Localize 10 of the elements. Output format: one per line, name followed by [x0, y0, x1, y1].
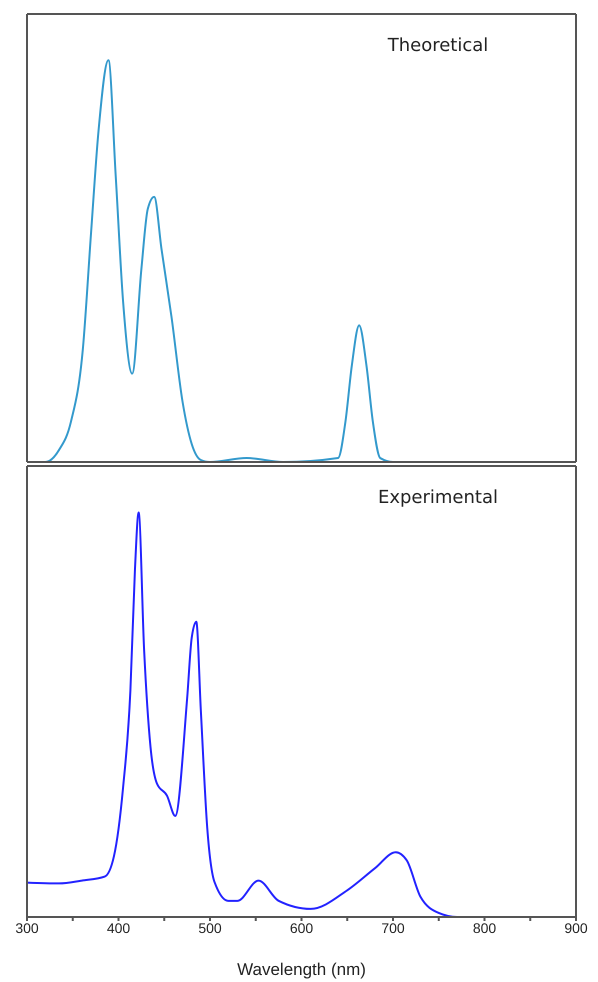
text: Experimental	[376, 487, 500, 508]
x-axis-title: Wavelength (nm)	[237, 960, 366, 979]
x-tick-label: 900	[564, 920, 588, 936]
x-tick-label: 500	[198, 920, 222, 936]
x-tick-label: 300	[15, 920, 39, 936]
x-tick-label: 400	[106, 920, 130, 936]
text: Theoretical	[386, 35, 490, 56]
x-tick-label: 800	[472, 920, 496, 936]
x-tick-label: 600	[290, 920, 314, 936]
x-tick-label: 700	[381, 920, 405, 936]
